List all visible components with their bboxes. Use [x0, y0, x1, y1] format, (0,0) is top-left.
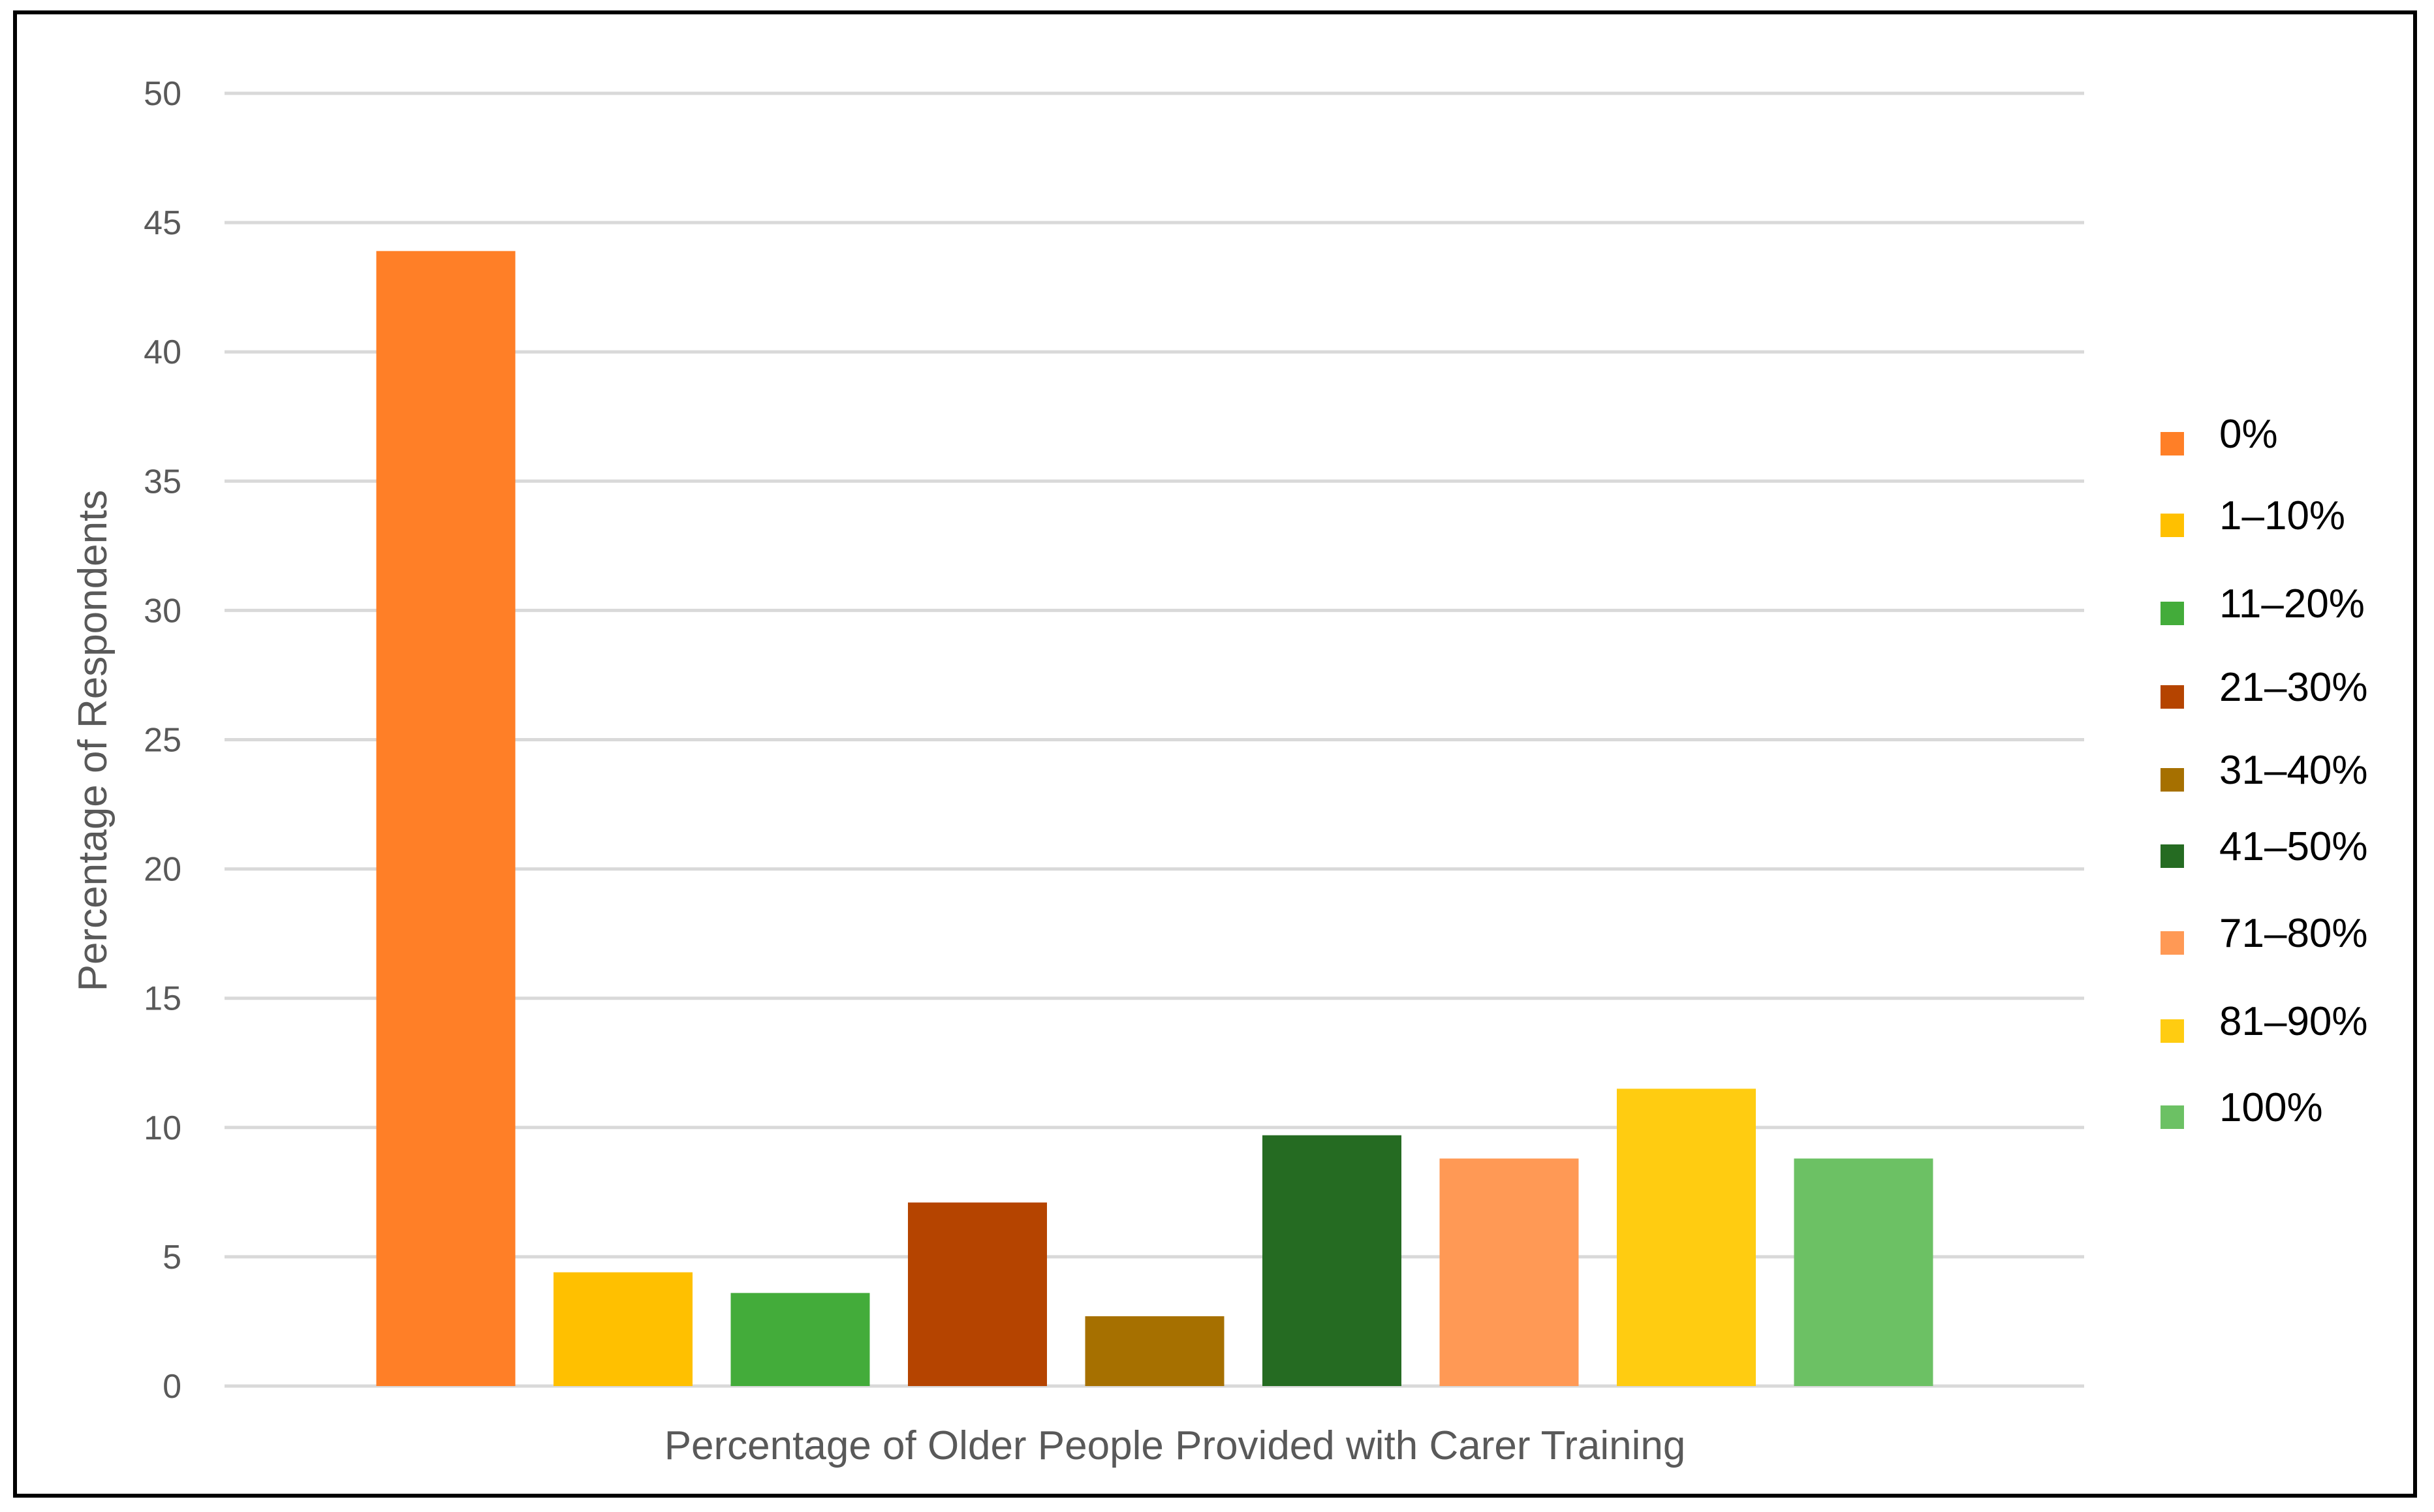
y-tick-label: 0 — [163, 1368, 181, 1406]
bar-5 — [1085, 1316, 1225, 1386]
legend-swatch — [2161, 931, 2184, 955]
bar-3 — [730, 1293, 870, 1386]
gridlines — [225, 91, 2084, 1388]
y-tick-label: 25 — [144, 722, 181, 760]
legend-label: 31–40% — [2219, 748, 2368, 793]
y-tick-label: 35 — [144, 463, 181, 501]
bar-4 — [908, 1202, 1047, 1386]
bar-2 — [554, 1272, 693, 1386]
y-tick-label: 50 — [144, 75, 181, 113]
y-tick-label: 45 — [144, 204, 181, 242]
legend-swatch — [2161, 514, 2184, 537]
y-tick-label: 30 — [144, 592, 181, 630]
legend-label: 11–20% — [2219, 581, 2365, 626]
legend-label: 71–80% — [2219, 911, 2368, 956]
y-tick-label: 10 — [144, 1109, 181, 1147]
legend-swatch — [2161, 685, 2184, 709]
legend-swatch — [2161, 602, 2184, 625]
bar-6 — [1262, 1135, 1401, 1386]
legend: 0% 1–10% 11–20% 21–30% 31–40% 41–50% 71–80% 81–… — [2161, 412, 2368, 1130]
y-tick-label: 20 — [144, 851, 181, 889]
y-tick-label: 15 — [144, 980, 181, 1018]
legend-swatch — [2161, 768, 2184, 792]
bar-9 — [1794, 1158, 1933, 1386]
y-axis-title: Percentage of Respondents — [70, 490, 116, 992]
bar-7 — [1439, 1158, 1579, 1386]
bar-8 — [1617, 1088, 1756, 1386]
y-tick-label: 40 — [144, 333, 181, 371]
legend-label: 81–90% — [2219, 999, 2368, 1044]
legend-label: 21–30% — [2219, 665, 2368, 710]
y-tick-label: 5 — [163, 1239, 181, 1276]
y-tick-labels: 0 5 10 15 20 25 30 35 40 45 50 — [144, 75, 181, 1406]
bars — [376, 251, 1933, 1386]
legend-swatch — [2161, 432, 2184, 455]
legend-swatch — [2161, 844, 2184, 868]
legend-swatch — [2161, 1105, 2184, 1129]
legend-label: 41–50% — [2219, 824, 2368, 869]
legend-label: 100% — [2219, 1085, 2323, 1130]
bar-1 — [376, 251, 516, 1386]
legend-label: 0% — [2219, 412, 2278, 457]
legend-swatch — [2161, 1019, 2184, 1043]
x-axis-title: Percentage of Older People Provided with… — [664, 1423, 1686, 1468]
legend-label: 1–10% — [2219, 493, 2345, 538]
